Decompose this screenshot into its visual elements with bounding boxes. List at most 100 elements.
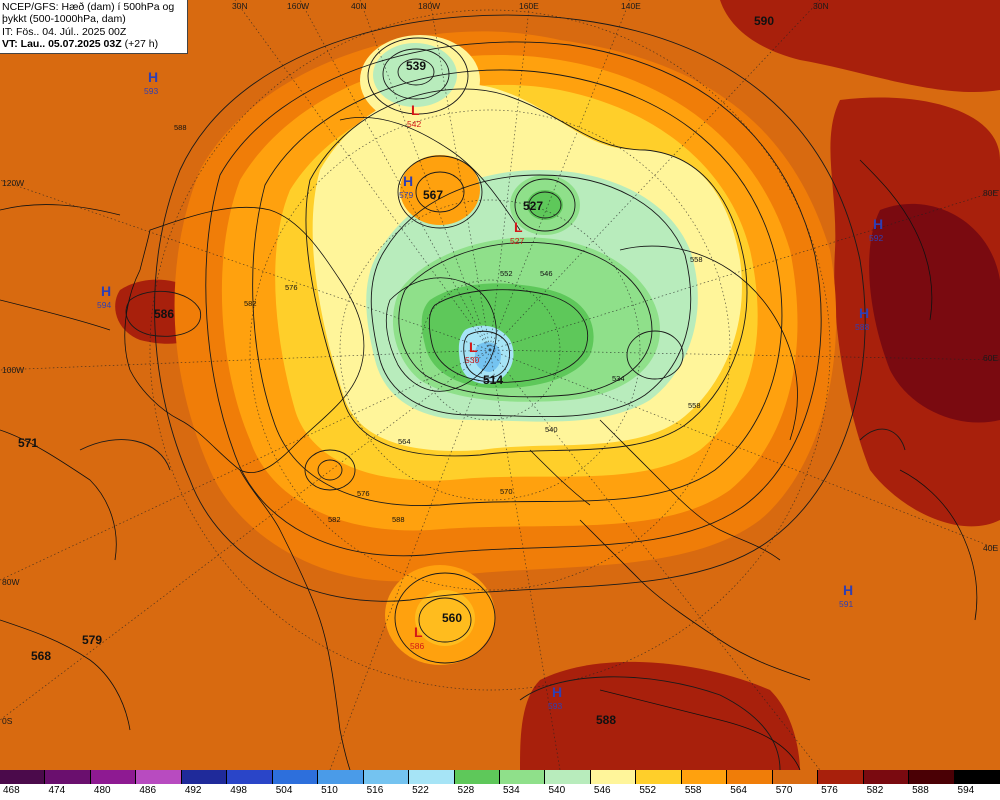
legend-swatch xyxy=(636,770,682,784)
contour-label: 552 xyxy=(500,269,513,278)
band-siberia-low-534 xyxy=(527,190,563,220)
legend-label: 570 xyxy=(775,785,793,796)
lon-label: 30N xyxy=(813,1,829,11)
contour-label: 588 xyxy=(392,515,405,524)
contour-label: 570 xyxy=(500,487,513,496)
legend-swatch xyxy=(545,770,591,784)
high-center: H 593 xyxy=(548,684,562,711)
hot-region-africa xyxy=(520,661,800,770)
lat-label: 100W xyxy=(2,365,24,375)
center-value: 542 xyxy=(407,119,421,129)
legend-swatch xyxy=(863,770,910,784)
center-height-value: 527 xyxy=(523,199,543,213)
legend-label: 594 xyxy=(957,785,975,796)
legend-label: 546 xyxy=(593,785,611,796)
contour-labels: 588 576 582 564 558 552 546 540 534 570 … xyxy=(174,123,703,524)
center-height-value: 539 xyxy=(406,59,426,73)
center-height-value: 586 xyxy=(154,307,174,321)
height-contours xyxy=(79,14,906,770)
forecast-hour: (+27 h) xyxy=(121,38,159,51)
legend-swatch xyxy=(181,770,228,784)
center-height-value: 579 xyxy=(82,633,102,647)
legend-label: 474 xyxy=(48,785,66,796)
lat-label: 80E xyxy=(983,188,998,198)
center-letter: L xyxy=(514,219,523,235)
hot-region-ne xyxy=(720,0,1000,93)
legend-swatch xyxy=(136,770,182,784)
lon-label: 160W xyxy=(287,1,309,11)
center-height-value: 568 xyxy=(31,649,51,663)
valid-time-line: VT: Lau.. 05.07.2025 03Z (+27 h) xyxy=(2,38,185,50)
center-letter: H xyxy=(403,173,413,189)
low-center: L 527 xyxy=(510,219,524,246)
center-value: 592 xyxy=(869,233,883,243)
legend-swatch xyxy=(272,770,319,784)
legend-label: 582 xyxy=(866,785,884,796)
map-title-line1: NCEP/GFS: Hæð (dam) í 500hPa og xyxy=(2,1,175,13)
low-center: L 542 xyxy=(407,102,421,129)
center-value: 588 xyxy=(855,322,869,332)
legend-swatch xyxy=(727,770,773,784)
legend-swatch xyxy=(681,770,728,784)
center-value: 530 xyxy=(465,355,479,365)
legend-swatch xyxy=(227,770,273,784)
valid-time: VT: Lau.. 05.07.2025 03Z xyxy=(2,38,122,51)
center-letter: H xyxy=(552,684,562,700)
contour-label: 564 xyxy=(398,437,411,446)
center-height-value: 567 xyxy=(423,188,443,202)
contour-label: 576 xyxy=(285,283,298,292)
contour-label: 558 xyxy=(690,255,703,264)
center-letter: L xyxy=(411,102,420,118)
legend-swatch xyxy=(818,770,864,784)
lat-label: 120W xyxy=(2,178,24,188)
lon-label: 180W xyxy=(418,1,440,11)
legend-swatch xyxy=(954,770,1000,784)
legend-swatch xyxy=(590,770,637,784)
init-time: IT: Fös.. 04. Júl.. 2025 00Z xyxy=(2,25,127,38)
legend-label: 588 xyxy=(912,785,929,796)
map-title-line2: þykkt (500-1000hPa, dam) xyxy=(2,13,126,26)
lat-label: 40E xyxy=(983,543,998,553)
legend-label: 516 xyxy=(366,785,384,796)
lon-label: 30N xyxy=(232,1,248,11)
legend-label: 510 xyxy=(321,785,338,796)
legend-swatch xyxy=(772,770,819,784)
contour-label: 576 xyxy=(357,489,370,498)
center-values: 539 567 527 586 514 571 560 579 568 588 … xyxy=(18,14,774,727)
band-516-core xyxy=(475,342,501,372)
legend-swatch xyxy=(499,770,546,784)
center-value: 527 xyxy=(510,236,524,246)
contour-label: 558 xyxy=(688,401,701,410)
pressure-centers: H 593 L 542 H 579 L 527 H 594 H 592 xyxy=(97,69,883,711)
legend-label: 522 xyxy=(412,785,429,796)
legend-label: 540 xyxy=(548,785,566,796)
center-letter: H xyxy=(859,305,869,321)
contour-label: 534 xyxy=(612,374,625,383)
center-value: 579 xyxy=(399,190,413,200)
map-info-box: NCEP/GFS: Hæð (dam) í 500hPa og þykkt (5… xyxy=(0,0,188,54)
lon-label: 160E xyxy=(519,1,539,11)
center-letter: H xyxy=(843,582,853,598)
high-center: H 588 xyxy=(855,305,869,332)
lat-label: 0S xyxy=(2,716,13,726)
legend-label: 528 xyxy=(457,785,475,796)
legend-label: 480 xyxy=(93,785,111,796)
hot-core-east xyxy=(869,203,1000,423)
center-height-value: 514 xyxy=(483,373,503,387)
center-letter: H xyxy=(873,216,883,232)
contour-label: 546 xyxy=(540,269,553,278)
lat-label: 80W xyxy=(2,577,19,587)
center-letter: H xyxy=(101,283,111,299)
legend-label: 504 xyxy=(275,785,293,796)
legend-label: 468 xyxy=(3,785,20,796)
center-letter: L xyxy=(414,624,423,640)
center-letter: H xyxy=(148,69,158,85)
contour-label: 540 xyxy=(545,425,558,434)
legend-swatch xyxy=(363,770,410,784)
coastlines xyxy=(0,116,978,770)
legend-swatch xyxy=(909,770,955,784)
legend-swatch xyxy=(409,770,455,784)
lon-label: 40N xyxy=(351,1,367,11)
graticule xyxy=(0,0,1000,770)
legend-swatch xyxy=(90,770,137,784)
